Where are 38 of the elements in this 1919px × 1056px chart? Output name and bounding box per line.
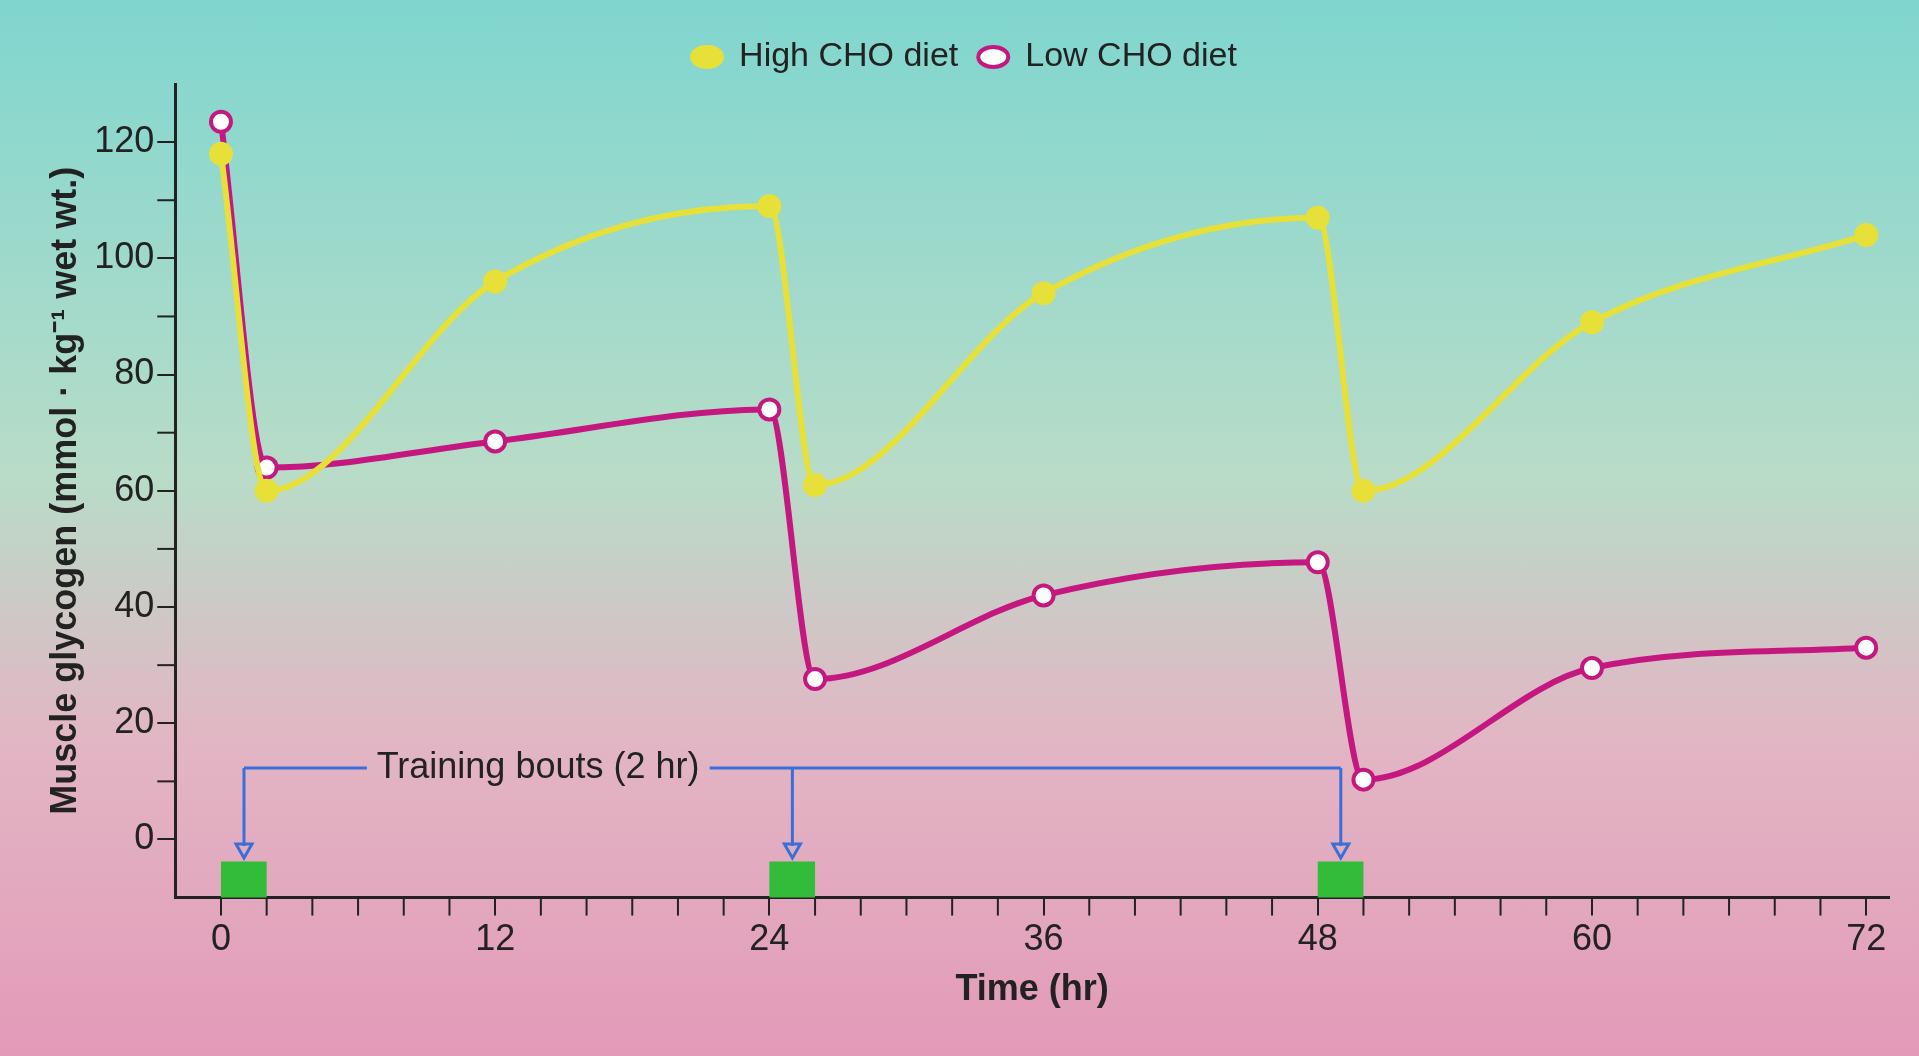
point [483,429,508,454]
x-tick-label: 60 [1571,917,1612,959]
y-tick-label: 20 [114,700,155,742]
point [757,194,782,219]
legend-label: High CHO diet [739,35,959,74]
point [1854,635,1879,660]
point [483,269,508,294]
point [1305,205,1330,230]
point [1854,223,1879,248]
x-tick-label: 24 [749,917,790,959]
x-tick-label: 0 [210,917,231,959]
point [1579,310,1604,335]
point [803,667,828,692]
y-tick-label: 60 [114,467,155,509]
point [803,472,828,497]
point [757,397,782,422]
point [1579,656,1604,681]
y-tick-label: 80 [114,351,155,393]
point [1351,767,1376,792]
annotation: Training bouts (2 hr) [376,744,700,786]
point [1305,550,1330,575]
point [1031,583,1056,608]
y-tick-label: 40 [114,583,155,625]
point [254,478,279,503]
y-tick-label: 120 [94,119,155,161]
point [1351,478,1376,503]
point [208,141,233,166]
x-tick-label: 12 [475,917,516,959]
point [1031,281,1056,306]
point [208,109,233,134]
x-axis-title: Time (hr) [955,967,1109,1009]
y-tick-label: 0 [134,816,155,858]
legend-label: Low CHO diet [1025,35,1238,74]
x-tick-label: 72 [1846,917,1887,959]
x-tick-label: 36 [1023,917,1064,959]
y-axis-title: Muscle glycogen (mmol · kg⁻¹ wet wt.) [42,166,84,815]
y-tick-label: 100 [94,235,155,277]
x-tick-label: 48 [1297,917,1338,959]
